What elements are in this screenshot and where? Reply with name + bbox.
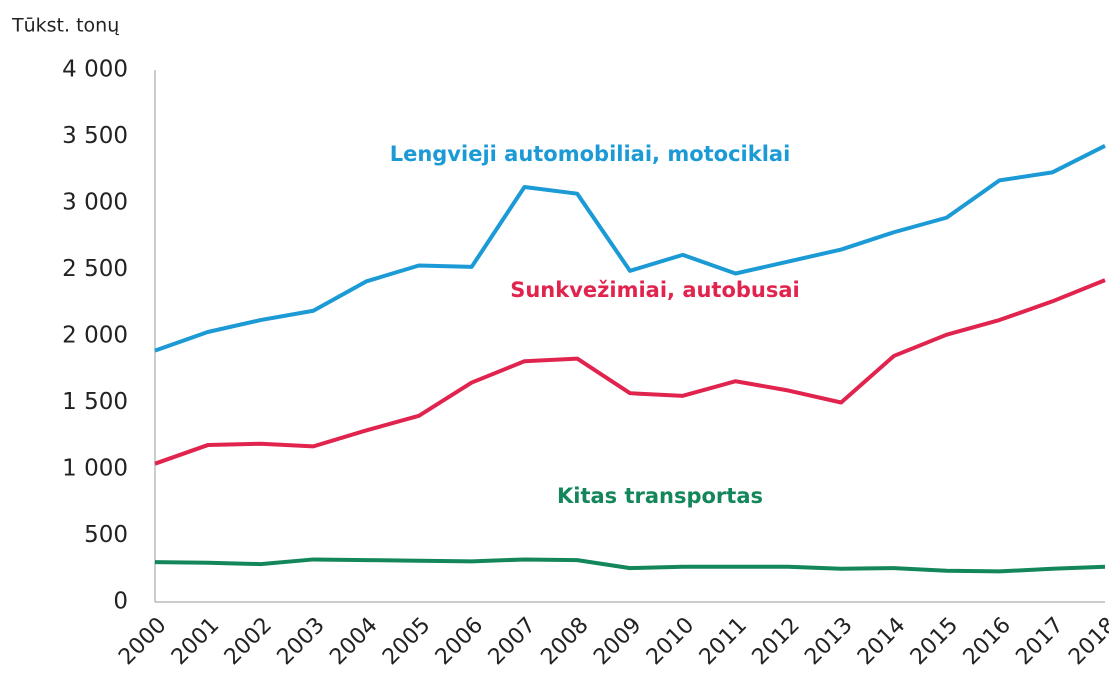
y-tick-label: 3 500 (62, 123, 128, 149)
series-line (154, 144, 1106, 353)
x-tick-label: 2000 (114, 613, 171, 670)
series-label: Sunkvežimiai, autobusai (510, 278, 800, 302)
x-tick-label: 2001 (167, 613, 224, 670)
x-tick-label: 2006 (431, 613, 488, 670)
y-tick-label: 0 (113, 589, 128, 615)
y-tick-label: 2 500 (62, 256, 128, 282)
x-tick-label: 2018 (1064, 613, 1109, 670)
x-tick-label: 2013 (800, 613, 857, 670)
x-tick-label: 2007 (484, 613, 541, 670)
y-tick-label: 3 000 (62, 190, 128, 216)
x-tick-label: 2011 (695, 613, 752, 670)
y-tick-label: 2 000 (62, 323, 128, 349)
x-tick-label: 2017 (1011, 613, 1068, 670)
x-tick-label: 2005 (378, 613, 435, 670)
y-tick-label: 1 500 (62, 389, 128, 415)
x-tick-label: 2004 (325, 613, 382, 670)
y-axis-label: Tūkst. tonų (11, 15, 119, 37)
x-tick-label: 2016 (959, 613, 1016, 670)
x-tick-label: 2012 (748, 613, 805, 670)
x-tick-label: 2015 (906, 613, 963, 670)
series-line (154, 557, 1106, 574)
y-tick-label: 4 000 (62, 57, 128, 83)
x-tick-label: 2010 (642, 613, 699, 670)
x-tick-label: 2008 (536, 613, 593, 670)
series-label: Lengvieji automobiliai, motociklai (390, 142, 791, 166)
x-tick-label: 2014 (853, 613, 910, 670)
y-tick-label: 1 000 (62, 456, 128, 482)
x-tick-label: 2002 (220, 613, 277, 670)
x-tick-label: 2003 (273, 613, 330, 670)
y-tick-label: 500 (84, 522, 128, 548)
series-line (154, 278, 1106, 466)
x-tick-label: 2009 (589, 613, 646, 670)
series-label: Kitas transportas (557, 484, 763, 508)
